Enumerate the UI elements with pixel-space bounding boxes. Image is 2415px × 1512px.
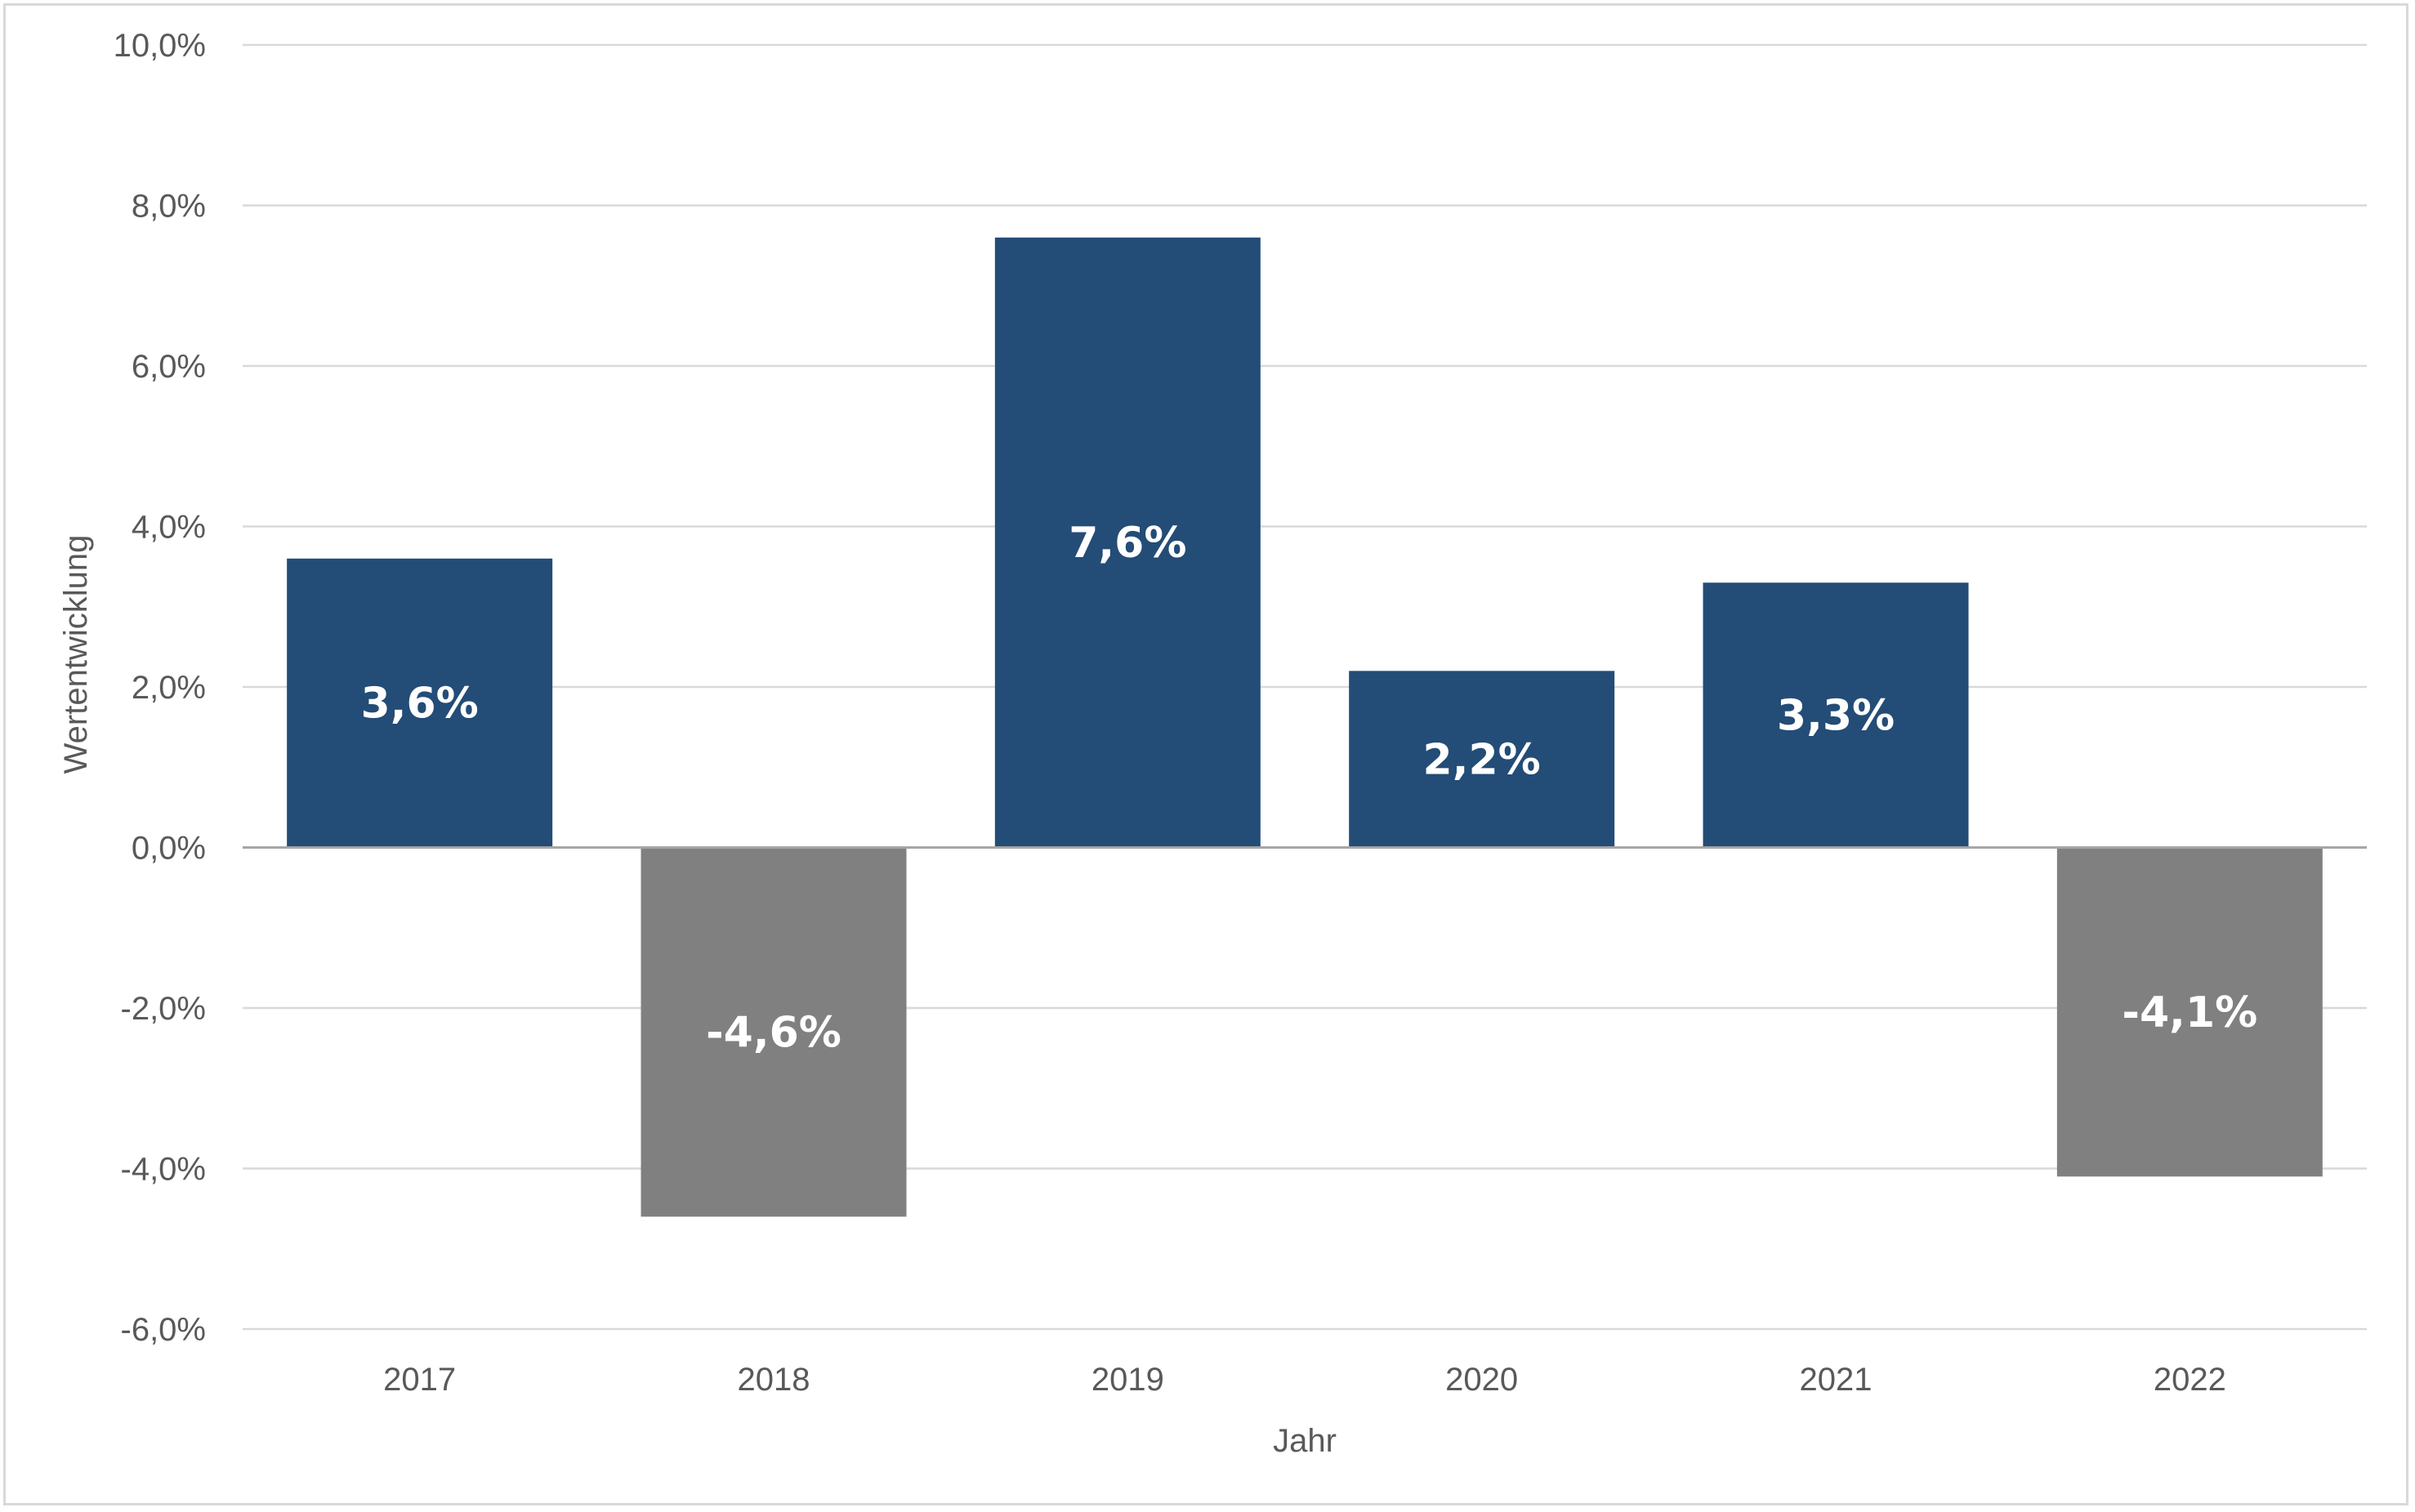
data-labels: 3,6% -4,6% 7,6% 2,2% 3,3% -4,1% xyxy=(361,519,2258,1057)
x-tick-label: 2021 xyxy=(1800,1362,1873,1398)
data-label-2017: 3,6% xyxy=(361,680,479,729)
x-tick-label: 2019 xyxy=(1091,1362,1164,1398)
data-label-2019: 7,6% xyxy=(1069,519,1186,568)
y-axis-ticks: 10,0% 8,0% 6,0% 4,0% 2,0% 0,0% -2,0% -4,0% -6,0% xyxy=(114,28,206,1348)
bar-2020 xyxy=(1349,671,1615,848)
y-axis-title: Wertentwicklung xyxy=(58,535,94,774)
y-tick-label: 4,0% xyxy=(132,510,206,546)
data-label-2020: 2,2% xyxy=(1423,735,1541,784)
y-tick-label: 10,0% xyxy=(114,28,206,64)
bar-2018 xyxy=(641,847,907,1217)
gridlines xyxy=(243,43,2367,1331)
y-tick-label: 6,0% xyxy=(132,349,206,385)
x-tick-label: 2018 xyxy=(738,1362,810,1398)
x-tick-label: 2022 xyxy=(2154,1362,2226,1398)
y-tick-label: 0,0% xyxy=(132,831,206,867)
data-label-2021: 3,3% xyxy=(1777,691,1895,740)
bar-2017 xyxy=(287,558,553,848)
data-label-2022: -4,1% xyxy=(2122,988,2257,1037)
bar-2022 xyxy=(2056,847,2323,1177)
x-tick-label: 2020 xyxy=(1445,1362,1518,1398)
x-axis-ticks: 2017 2018 2019 2020 2021 2022 xyxy=(383,1362,2226,1398)
data-label-2018: -4,6% xyxy=(706,1008,841,1057)
bar-2021 xyxy=(1703,582,1969,848)
bars xyxy=(287,237,2323,1217)
x-tick-label: 2017 xyxy=(383,1362,456,1398)
y-tick-label: -2,0% xyxy=(121,991,207,1027)
bar-2019 xyxy=(994,237,1261,848)
y-tick-label: 2,0% xyxy=(132,670,206,706)
y-tick-label: -6,0% xyxy=(121,1312,207,1348)
x-axis-title: Jahr xyxy=(1273,1423,1337,1459)
y-tick-label: 8,0% xyxy=(132,189,206,225)
y-tick-label: -4,0% xyxy=(121,1152,207,1188)
